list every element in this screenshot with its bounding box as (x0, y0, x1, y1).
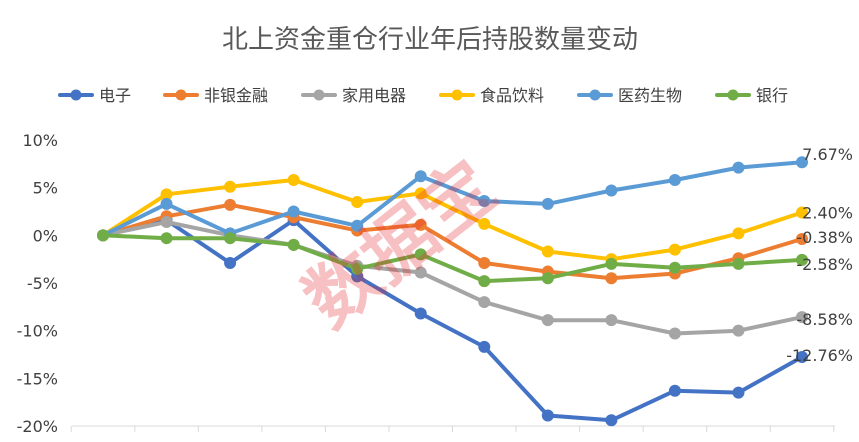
data-point (478, 256, 491, 269)
data-point (287, 205, 300, 218)
legend-item: 电子 (58, 86, 131, 105)
series-layer (97, 156, 808, 427)
data-point (414, 266, 427, 279)
legend-swatch-marker (313, 89, 325, 101)
data-point (732, 324, 745, 337)
end-value-label: -12.76% (786, 346, 853, 365)
legend-item: 家用电器 (301, 86, 406, 105)
data-point (287, 238, 300, 251)
data-point (414, 218, 427, 231)
legend-item: 医药生物 (577, 86, 682, 105)
series-line (101, 178, 804, 262)
data-point (160, 197, 173, 210)
data-point (796, 206, 808, 219)
series-line (101, 218, 804, 423)
data-point (224, 256, 237, 269)
data-point (414, 307, 427, 320)
data-point (351, 262, 364, 275)
series-line (101, 160, 804, 238)
legend-label: 银行 (756, 86, 788, 105)
end-value-label: 2.40% (802, 203, 853, 222)
legend-label: 食品饮料 (480, 86, 544, 105)
data-point (605, 184, 618, 197)
legend-label: 家用电器 (342, 86, 406, 105)
chart-title: 北上资金重仓行业年后持股数量变动 (222, 25, 638, 55)
data-point (351, 195, 364, 208)
legend-item: 银行 (715, 86, 788, 105)
x-axis (70, 425, 835, 432)
data-point (414, 170, 427, 183)
y-axis: 10% 5% 0% -5% -10% -15% -20% (17, 131, 58, 436)
legend-swatch-marker (70, 89, 82, 101)
data-point (605, 414, 618, 427)
y-tick-label: -20% (17, 417, 58, 436)
series-line (101, 233, 804, 284)
data-point (478, 275, 491, 288)
legend-label: 非银金融 (204, 86, 268, 105)
data-point (224, 180, 237, 193)
data-point (605, 257, 618, 270)
end-labels: -12.76% -0.38% -8.58% 2.40% 7.67% -2.58% (786, 145, 853, 365)
legend-item: 非银金融 (163, 86, 268, 105)
data-point (732, 161, 745, 174)
data-point (605, 272, 618, 285)
data-point (668, 261, 681, 274)
data-point (796, 156, 808, 169)
data-point (732, 257, 745, 270)
end-value-label: 7.67% (802, 145, 853, 164)
data-point (351, 219, 364, 232)
legend-label: 医药生物 (618, 86, 682, 105)
legend-item: 食品饮料 (439, 86, 544, 105)
data-point (668, 327, 681, 340)
data-point (478, 296, 491, 309)
data-point (541, 409, 554, 422)
data-point (668, 384, 681, 397)
data-point (414, 248, 427, 261)
data-point (287, 174, 300, 187)
data-point (541, 314, 554, 327)
data-point (478, 195, 491, 208)
data-point (605, 314, 618, 327)
legend: 电子 非银金融 家用电器 食品饮料 医药生物 银行 (58, 86, 788, 105)
data-point (160, 232, 173, 245)
data-point (668, 243, 681, 256)
y-tick-label: 0% (33, 226, 58, 245)
data-point (732, 227, 745, 240)
y-tick-label: -5% (27, 274, 58, 293)
end-value-label: -0.38% (796, 228, 853, 247)
end-value-label: -8.58% (796, 310, 853, 329)
data-point (224, 198, 237, 211)
data-point (541, 197, 554, 210)
data-point (160, 188, 173, 201)
y-tick-label: 10% (22, 131, 58, 150)
data-point (478, 340, 491, 353)
legend-swatch-marker (451, 89, 463, 101)
data-point (224, 232, 237, 245)
series-line (101, 220, 804, 336)
legend-swatch-marker (175, 89, 187, 101)
data-point (732, 386, 745, 399)
legend-swatch-marker (589, 89, 601, 101)
series (97, 229, 808, 288)
data-point (541, 245, 554, 258)
data-point (414, 187, 427, 200)
y-tick-label: 5% (33, 179, 58, 198)
data-point (796, 232, 808, 245)
data-point (796, 350, 808, 363)
end-value-label: -2.58% (796, 255, 853, 274)
data-point (796, 253, 808, 266)
y-tick-label: -15% (17, 369, 58, 388)
data-point (97, 229, 109, 242)
data-point (541, 272, 554, 285)
data-point (160, 215, 173, 228)
data-point (668, 174, 681, 187)
legend-swatch-marker (727, 89, 739, 101)
data-point (796, 311, 808, 324)
legend-label: 电子 (99, 86, 131, 105)
data-point (478, 217, 491, 230)
series-line (101, 202, 804, 281)
y-tick-label: -10% (17, 322, 58, 341)
